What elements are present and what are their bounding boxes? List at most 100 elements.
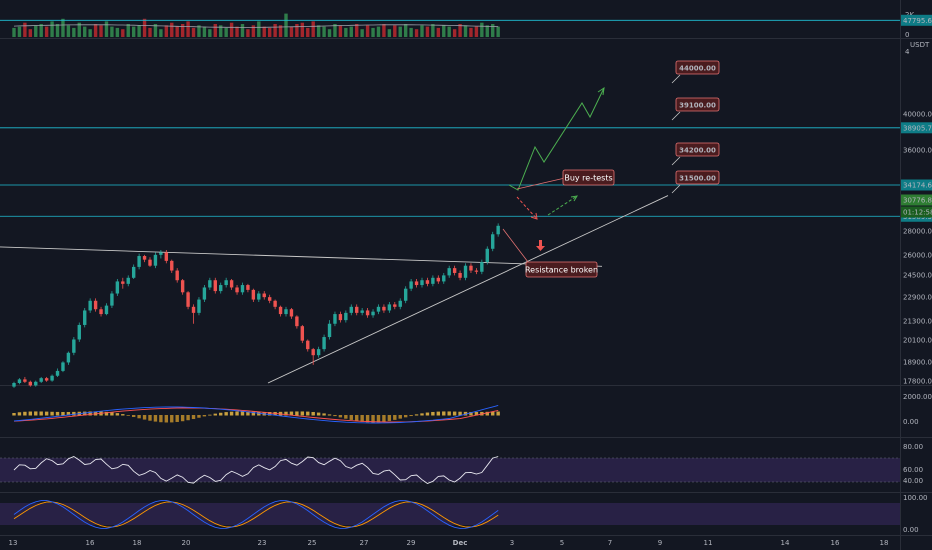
level-tag-box	[675, 142, 720, 157]
volume-bar	[219, 25, 223, 37]
macd-histogram-bar	[213, 413, 217, 416]
volume-bar	[235, 26, 239, 37]
pullback-arrowhead	[530, 212, 538, 220]
macd-histogram-bar	[327, 414, 332, 416]
candle-body	[164, 252, 169, 261]
volume-bar	[496, 26, 500, 37]
bull-projection-path	[508, 87, 605, 191]
macd-histogram-bar	[12, 413, 16, 416]
volume-bar	[126, 24, 130, 37]
price-tick: 36000.00	[903, 147, 932, 155]
macd-histogram-bar	[23, 411, 27, 416]
candle-body	[39, 378, 43, 382]
candle-body	[463, 265, 468, 278]
candle-body	[126, 277, 130, 284]
macd-histogram-bar	[159, 415, 163, 423]
volume-bar	[175, 26, 179, 37]
time-tick: 16	[86, 539, 95, 547]
volume-bar	[295, 24, 299, 37]
macd-histogram-bar	[257, 411, 261, 416]
macd-histogram-bar	[295, 411, 299, 416]
volume-bar	[447, 26, 451, 37]
level-price-tag	[901, 179, 932, 191]
candle-body	[414, 281, 419, 286]
volume-bar	[393, 25, 397, 37]
macd-histogram-bar	[355, 415, 359, 421]
level-tag-label: 44000.00	[679, 65, 716, 73]
volume-bar	[409, 27, 413, 37]
candle-body	[191, 306, 196, 313]
candle-body	[344, 312, 348, 321]
macd-histogram-bar	[219, 412, 223, 416]
candle-body	[257, 293, 261, 300]
candle-body	[469, 265, 473, 271]
time-tick: 29	[407, 539, 416, 547]
volume-bar	[267, 27, 272, 37]
candle-body	[278, 306, 283, 315]
macd-histogram-bar	[121, 414, 125, 416]
volume-bar	[371, 27, 375, 37]
volume-bar	[142, 18, 147, 37]
macd-histogram-bar	[409, 415, 413, 417]
candle-body	[338, 314, 343, 321]
macd-histogram-bar	[284, 411, 288, 416]
macd-histogram-bar	[240, 411, 245, 416]
volume-bar	[311, 21, 315, 37]
buy-retest-label: Buy re-tests	[564, 174, 612, 183]
volume-bar	[153, 24, 158, 37]
level-price-tag-label: 47795.63	[903, 17, 932, 25]
volume-bar	[246, 29, 250, 37]
level-tag-label: 31500.00	[679, 175, 716, 183]
macd-pane	[12, 404, 500, 424]
volume-bar	[387, 29, 392, 37]
macd-histogram-bar	[44, 411, 49, 416]
price-tick: 17800.00	[903, 378, 932, 386]
resistance-label: Resistance broken	[525, 266, 598, 275]
candle-body	[262, 293, 266, 298]
macd-histogram-bar	[186, 415, 190, 421]
volume-bar	[186, 21, 190, 37]
candle-body	[61, 362, 65, 371]
macd-histogram-bar	[170, 415, 174, 423]
candle-body	[137, 256, 141, 267]
volume-bar	[61, 18, 65, 37]
macd-histogram-bar	[496, 411, 500, 416]
macd-histogram-bar	[61, 411, 65, 416]
volume-bar	[137, 25, 141, 37]
candle-body	[267, 297, 272, 301]
level-tag-pointer	[671, 74, 681, 84]
volume-bar	[360, 29, 364, 37]
time-tick: 18	[133, 539, 142, 547]
candle-body	[17, 379, 22, 383]
buy-retest-pointer	[516, 177, 566, 190]
price-tick: 24500.00	[903, 272, 932, 280]
volume-bar	[131, 26, 136, 37]
level-tag-box	[675, 170, 720, 185]
volume-bar	[104, 21, 109, 37]
candle-body	[66, 352, 71, 363]
volume-bar	[170, 22, 174, 37]
volume-bar	[110, 26, 114, 37]
macd-histogram-bar	[349, 415, 353, 420]
price-tick: 40000.00	[903, 111, 932, 119]
candle-body	[148, 259, 152, 266]
volume-bar	[338, 25, 343, 37]
volume-bar	[431, 24, 435, 37]
macd-histogram-bar	[34, 411, 38, 416]
candle-body	[240, 285, 245, 293]
candle-body	[355, 306, 359, 313]
candle-body	[382, 306, 386, 311]
candles	[12, 223, 500, 388]
last-price-label: 30776.87	[903, 197, 932, 205]
volume-bar	[39, 24, 43, 37]
macd-histogram-bar	[425, 412, 430, 416]
price-tick: 20100.00	[903, 337, 932, 345]
volume-bar	[224, 27, 228, 37]
candle-body	[88, 300, 92, 311]
macd-histogram-bar	[202, 415, 207, 417]
macd-histogram-bar	[360, 415, 364, 422]
candle-body	[458, 272, 462, 278]
macd-histogram-bar	[17, 412, 22, 416]
